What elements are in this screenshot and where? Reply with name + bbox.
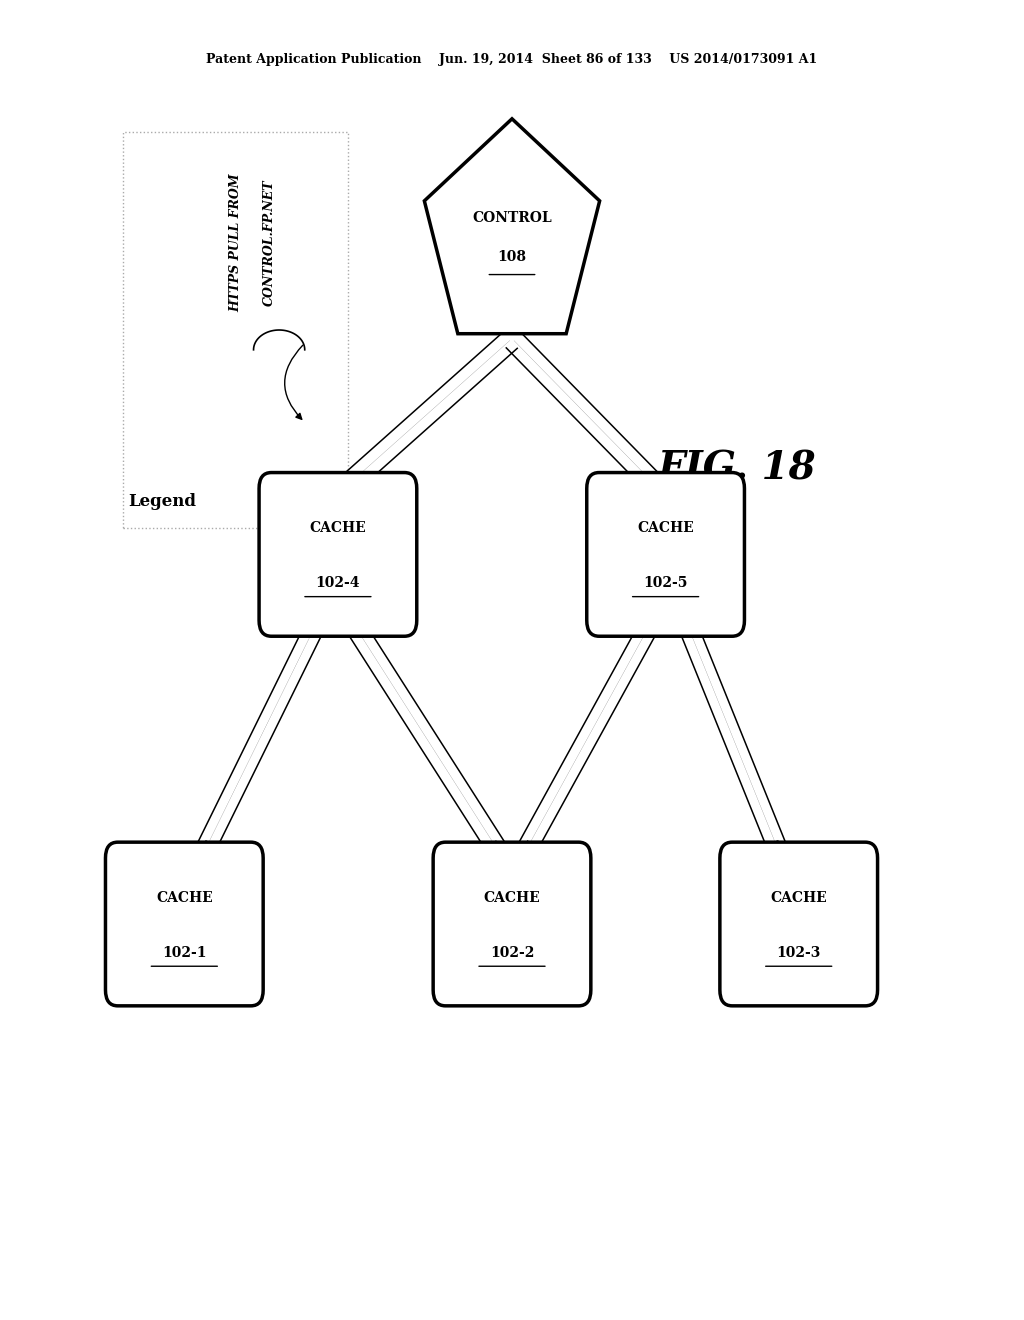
FancyBboxPatch shape [123,132,348,528]
Text: Patent Application Publication    Jun. 19, 2014  Sheet 86 of 133    US 2014/0173: Patent Application Publication Jun. 19, … [207,53,817,66]
Text: CACHE: CACHE [770,891,827,904]
Text: CACHE: CACHE [156,891,213,904]
Text: CONTROL: CONTROL [472,211,552,224]
Text: 102-4: 102-4 [315,577,360,590]
FancyBboxPatch shape [587,473,744,636]
Text: 102-2: 102-2 [489,946,535,960]
Text: CACHE: CACHE [483,891,541,904]
FancyBboxPatch shape [259,473,417,636]
Text: 102-1: 102-1 [162,946,207,960]
Text: HTTPS PULL FROM: HTTPS PULL FROM [229,173,242,313]
FancyBboxPatch shape [433,842,591,1006]
Text: Legend: Legend [128,494,196,510]
Text: 108: 108 [498,251,526,264]
Text: FIG. 18: FIG. 18 [658,450,816,487]
Text: CACHE: CACHE [309,521,367,535]
Text: CONTROL.FP.NET: CONTROL.FP.NET [263,180,275,306]
FancyBboxPatch shape [105,842,263,1006]
Polygon shape [424,119,600,334]
FancyBboxPatch shape [720,842,878,1006]
Text: CACHE: CACHE [637,521,694,535]
Text: 102-3: 102-3 [776,946,821,960]
Text: 102-5: 102-5 [643,577,688,590]
